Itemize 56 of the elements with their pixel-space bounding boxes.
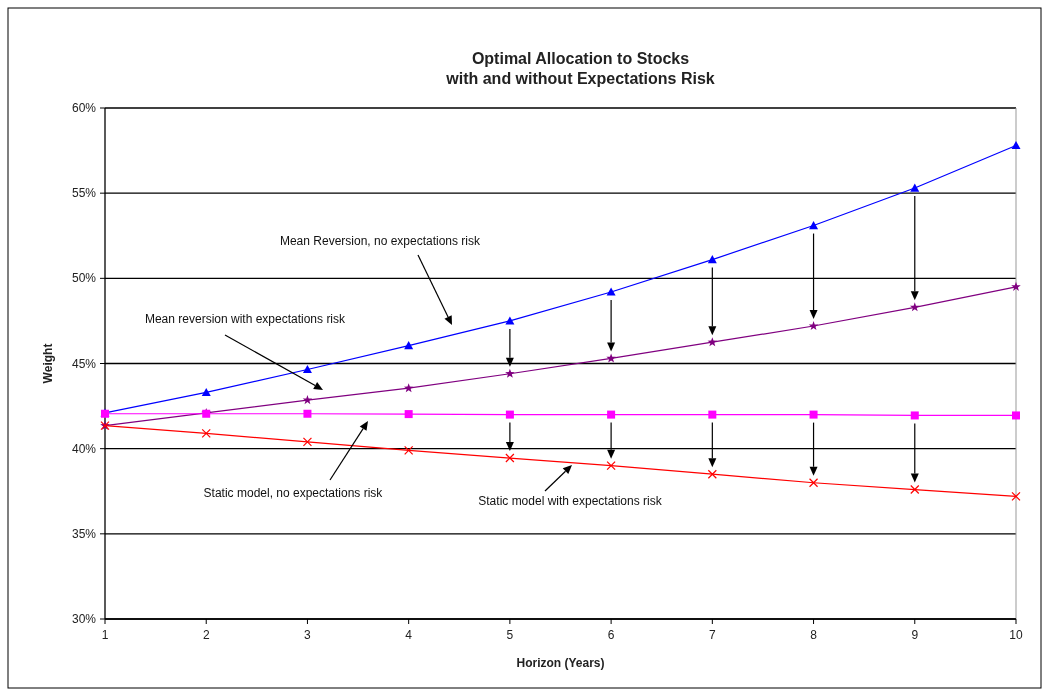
y-tick-label: 55%: [71, 186, 97, 201]
point: [404, 410, 413, 419]
x-tick-label: 8: [810, 628, 818, 642]
point: [910, 302, 920, 312]
point: [1011, 281, 1021, 291]
point: [201, 387, 211, 397]
point: [505, 453, 515, 463]
point: [809, 410, 818, 419]
annotation: Mean Reversion, no expectations risk: [279, 234, 482, 248]
point: [607, 410, 616, 419]
point: [809, 221, 819, 230]
point: [808, 478, 819, 488]
x-tick-label: 4: [405, 628, 413, 642]
y-tick-label: 40%: [71, 441, 97, 456]
point: [708, 410, 717, 419]
x-axis-title: Horizon (Years): [516, 656, 605, 670]
point: [707, 255, 717, 264]
x-tick-label: 1: [101, 628, 109, 642]
point: [808, 321, 819, 331]
point: [404, 341, 414, 350]
y-tick-label: 45%: [71, 356, 97, 371]
point: [707, 469, 717, 479]
chart-title: Optimal Allocation to Stocks with and without Expectations Risk: [445, 50, 715, 87]
x-tick-label: 2: [202, 628, 210, 642]
y-tick-label: 35%: [71, 526, 97, 541]
annotation: Static model, no expectations risk: [203, 486, 384, 500]
point: [910, 411, 919, 420]
x-tick-label: 6: [607, 628, 615, 642]
x-tick-label: 7: [708, 628, 716, 642]
point: [505, 410, 514, 419]
point: [1011, 491, 1021, 501]
x-tick-label: 10: [1009, 628, 1023, 642]
point: [303, 409, 312, 418]
point: [505, 368, 515, 378]
annotation: Mean reversion with expectations risk: [144, 312, 347, 326]
point: [910, 183, 920, 192]
point: [302, 364, 312, 374]
point: [1012, 411, 1020, 420]
point: [606, 353, 616, 363]
x-tick-label: 3: [304, 628, 312, 642]
point: [606, 287, 616, 296]
point: [302, 395, 313, 405]
y-axis-title: Weight: [41, 343, 55, 384]
point: [201, 428, 211, 438]
point: [404, 445, 414, 455]
annotation: Static model with expectations risk: [478, 494, 663, 508]
y-tick-label: 60%: [71, 101, 97, 115]
x-tick-label: 9: [911, 628, 919, 642]
point: [302, 437, 313, 447]
point: [910, 484, 920, 495]
x-tick-label: 5: [506, 628, 514, 642]
point: [606, 461, 616, 471]
y-tick-label: 30%: [71, 612, 97, 626]
y-tick-label: 50%: [71, 271, 97, 286]
point: [505, 316, 515, 325]
point: [1011, 140, 1021, 150]
